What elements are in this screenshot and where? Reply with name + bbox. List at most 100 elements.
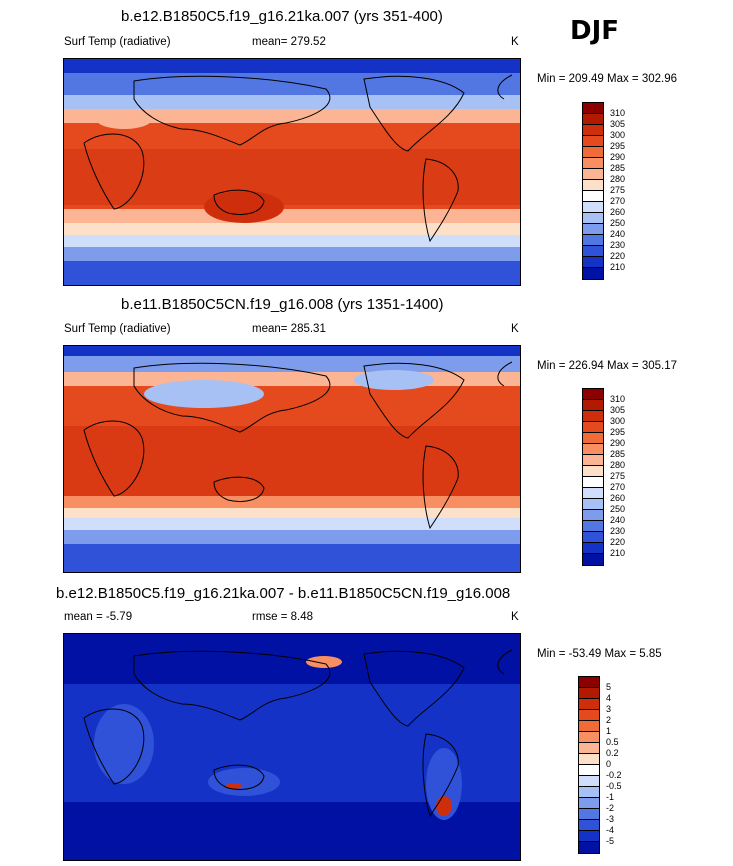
panel-3-difference-field	[64, 634, 520, 860]
colorbar-swatch	[583, 268, 603, 279]
panel-3-colorbar	[578, 676, 600, 854]
colorbar-tick-label: 2	[606, 715, 612, 725]
colorbar-tick-label: -4	[606, 825, 615, 835]
colorbar-swatch	[579, 776, 599, 787]
panel-2-colorbar	[582, 388, 604, 566]
colorbar-swatch	[583, 543, 603, 554]
colorbar-tick-label: 250	[610, 504, 626, 514]
colorbar-tick-label: 290	[610, 152, 626, 162]
colorbar-tick-label: 210	[610, 548, 626, 558]
colorbar-swatch	[579, 732, 599, 743]
colorbar-tick-label: 295	[610, 141, 626, 151]
colorbar-tick-label: 290	[610, 438, 626, 448]
panel-2-temperature-field	[64, 346, 520, 572]
colorbar-swatch	[583, 246, 603, 257]
colorbar-tick-label: 280	[610, 174, 626, 184]
colorbar-swatch	[583, 235, 603, 246]
colorbar-swatch	[583, 521, 603, 532]
colorbar-swatch	[579, 765, 599, 776]
colorbar-tick-label: 240	[610, 229, 626, 239]
colorbar-swatch	[579, 809, 599, 820]
colorbar-swatch	[583, 213, 603, 224]
colorbar-tick-label: 0.5	[606, 737, 619, 747]
colorbar-swatch	[583, 499, 603, 510]
panel-2-map	[63, 345, 521, 573]
colorbar-swatch	[583, 455, 603, 466]
panel-1-map	[63, 58, 521, 286]
colorbar-swatch	[583, 180, 603, 191]
colorbar-tick-label: 305	[610, 119, 626, 129]
colorbar-swatch	[583, 411, 603, 422]
colorbar-swatch	[583, 532, 603, 543]
colorbar-swatch	[579, 699, 599, 710]
colorbar-tick-label: 250	[610, 218, 626, 228]
colorbar-tick-label: 285	[610, 449, 626, 459]
panel-3-map	[63, 633, 521, 861]
colorbar-swatch	[583, 389, 603, 400]
colorbar-tick-label: 240	[610, 515, 626, 525]
colorbar-swatch	[583, 400, 603, 411]
colorbar-swatch	[583, 224, 603, 235]
colorbar-tick-label: 285	[610, 163, 626, 173]
colorbar-tick-label: 270	[610, 482, 626, 492]
colorbar-tick-label: 4	[606, 693, 612, 703]
colorbar-swatch	[583, 422, 603, 433]
colorbar-swatch	[583, 433, 603, 444]
colorbar-tick-label: 295	[610, 427, 626, 437]
panel-2-units-label: K	[511, 323, 519, 335]
colorbar-tick-label: 275	[610, 185, 626, 195]
season-label: DJF	[570, 16, 620, 46]
colorbar-tick-label: -3	[606, 814, 615, 824]
colorbar-tick-label: -0.5	[606, 781, 622, 791]
colorbar-tick-label: 0	[606, 759, 612, 769]
colorbar-swatch	[583, 125, 603, 136]
colorbar-tick-label: -0.2	[606, 770, 622, 780]
colorbar-swatch	[583, 158, 603, 169]
colorbar-tick-label: 5	[606, 682, 612, 692]
colorbar-swatch	[579, 743, 599, 754]
colorbar-tick-label: 230	[610, 526, 626, 536]
colorbar-tick-label: 260	[610, 493, 626, 503]
colorbar-swatch	[583, 477, 603, 488]
panel-2-minmax-label: Min = 226.94 Max = 305.17	[537, 360, 678, 372]
panel-1-temperature-field	[64, 59, 520, 285]
colorbar-tick-label: 220	[610, 251, 626, 261]
colorbar-tick-label: 310	[610, 394, 626, 404]
colorbar-swatch	[583, 169, 603, 180]
colorbar-tick-label: 280	[610, 460, 626, 470]
colorbar-tick-label: 270	[610, 196, 626, 206]
panel-1-title: b.e12.B1850C5.f19_g16.21ka.007 (yrs 351-…	[121, 8, 443, 25]
panel-1-units-label: K	[511, 36, 519, 48]
panel-3-title: b.e12.B1850C5.f19_g16.21ka.007 - b.e11.B…	[56, 585, 511, 602]
colorbar-swatch	[579, 721, 599, 732]
colorbar-tick-label: -2	[606, 803, 615, 813]
colorbar-swatch	[583, 147, 603, 158]
colorbar-tick-label: -1	[606, 792, 615, 802]
panel-3-units-label: K	[511, 611, 519, 623]
panel-1-mean-label: mean= 279.52	[252, 36, 326, 48]
colorbar-tick-label: 230	[610, 240, 626, 250]
panel-3-minmax-label: Min = -53.49 Max = 5.85	[537, 648, 662, 660]
colorbar-swatch	[583, 510, 603, 521]
colorbar-tick-label: 300	[610, 416, 626, 426]
colorbar-swatch	[583, 257, 603, 268]
colorbar-swatch	[583, 444, 603, 455]
colorbar-swatch	[579, 688, 599, 699]
colorbar-swatch	[583, 136, 603, 147]
colorbar-swatch	[583, 466, 603, 477]
colorbar-tick-label: 0.2	[606, 748, 619, 758]
colorbar-swatch	[583, 114, 603, 125]
colorbar-swatch	[583, 191, 603, 202]
colorbar-swatch	[579, 831, 599, 842]
colorbar-swatch	[579, 754, 599, 765]
colorbar-swatch	[583, 103, 603, 114]
colorbar-tick-label: 310	[610, 108, 626, 118]
colorbar-swatch	[579, 677, 599, 688]
colorbar-swatch	[579, 787, 599, 798]
colorbar-tick-label: 260	[610, 207, 626, 217]
panel-1-variable-label: Surf Temp (radiative)	[64, 36, 171, 48]
colorbar-tick-label: 305	[610, 405, 626, 415]
colorbar-swatch	[579, 820, 599, 831]
colorbar-tick-label: -5	[606, 836, 615, 846]
colorbar-swatch	[579, 842, 599, 853]
